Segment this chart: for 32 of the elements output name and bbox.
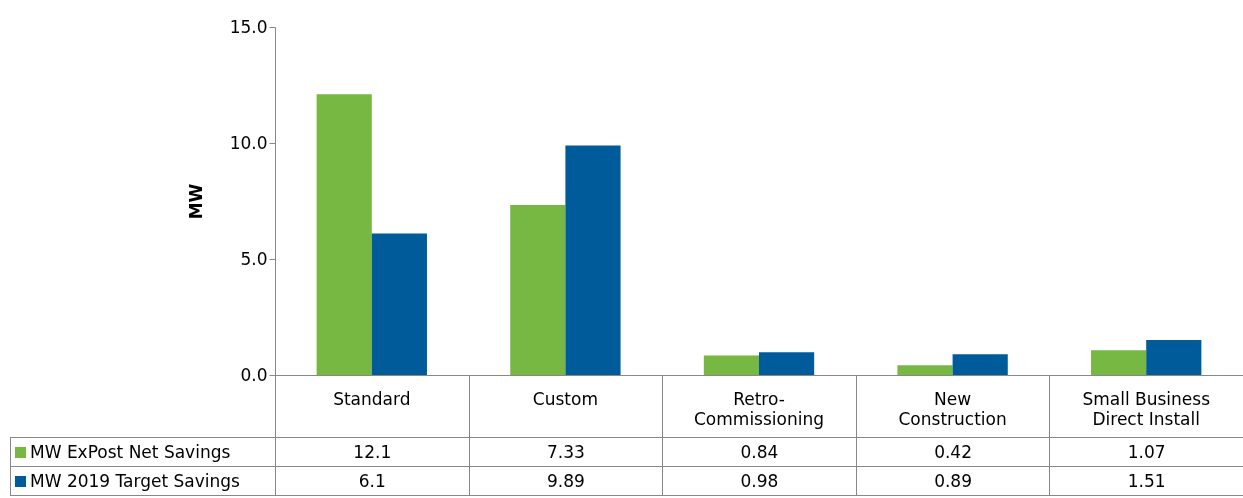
bar	[703, 355, 759, 375]
x-tick-label: Custom	[532, 388, 598, 409]
data-label: 0.98	[662, 466, 857, 495]
y-tick-label: 15.0	[229, 16, 268, 37]
y-tick-label: 5.0	[240, 248, 268, 269]
y-tick-label: 0.0	[240, 364, 268, 385]
data-label: 0.89	[856, 466, 1050, 495]
data-label: 6.1	[275, 466, 470, 495]
data-label: 12.1	[275, 437, 470, 466]
bar	[759, 352, 815, 375]
data-label: 1.51	[1049, 466, 1243, 495]
data-label: 0.42	[856, 437, 1050, 466]
data-label: 7.33	[469, 437, 663, 466]
x-tick-label: New Construction	[898, 388, 1007, 429]
y-tick-label: 10.0	[229, 132, 268, 153]
bar	[1146, 339, 1202, 375]
x-tick-label: Small Business Direct Install	[1082, 388, 1211, 429]
data-label: 1.07	[1049, 437, 1243, 466]
y-axis-title: MW	[185, 183, 206, 220]
bar	[371, 233, 427, 375]
bar	[565, 145, 621, 375]
legend-label: MW ExPost Net Savings	[10, 437, 276, 466]
legend-label: MW 2019 Target Savings	[10, 466, 276, 495]
bar	[316, 94, 372, 375]
data-label: 9.89	[469, 466, 663, 495]
x-tick-label: Retro-Commissioning	[693, 388, 825, 429]
bar	[1091, 350, 1147, 375]
bar	[952, 354, 1008, 375]
bar	[510, 204, 566, 375]
data-label: 0.84	[662, 437, 857, 466]
bar	[897, 365, 953, 375]
x-tick-label: Standard	[333, 388, 411, 409]
